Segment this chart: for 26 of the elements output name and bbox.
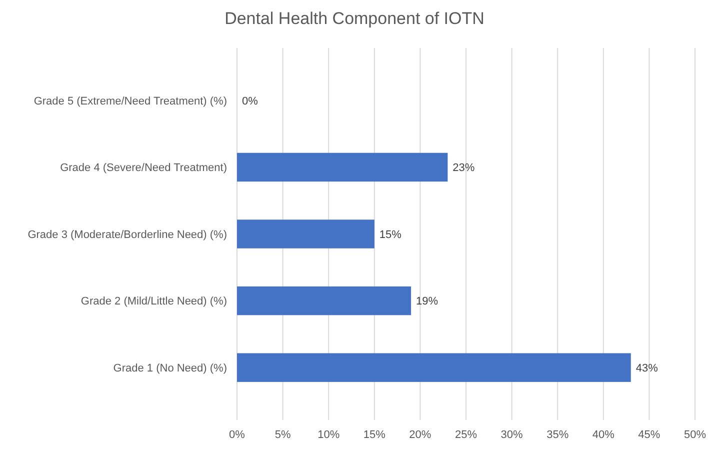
data-label: 15% [379, 228, 402, 241]
y-tick-label: Grade 1 (No Need) (%) [113, 362, 227, 374]
x-tick-label: 5% [274, 429, 291, 441]
y-tick-label: Grade 2 (Mild/Little Need) (%) [80, 296, 227, 308]
x-tick-label: 30% [500, 429, 524, 441]
bar [237, 152, 448, 182]
bar [237, 353, 631, 382]
x-tick-label: 25% [454, 429, 478, 441]
bar [237, 220, 374, 248]
bar [237, 286, 412, 316]
y-tick-label: Grade 5 (Extreme/Need Treatment) (%) [34, 95, 227, 108]
data-label: 43% [636, 362, 658, 374]
y-tick-label: Grade 3 (Moderate/Borderline Need) (%) [28, 228, 227, 241]
x-tick-label: 0% [229, 429, 246, 441]
x-tick-label: 10% [318, 429, 340, 441]
x-tick-label: 50% [684, 429, 706, 441]
x-tick-label: 20% [409, 429, 432, 441]
x-tick-label: 15% [363, 429, 386, 441]
x-tick-label: 45% [638, 429, 660, 441]
y-tick-label: Grade 4 (Severe/Need Treatment) [60, 162, 227, 174]
data-label: 23% [452, 162, 475, 174]
chart-title: Dental Health Component of IOTN [224, 9, 484, 28]
x-tick-label: 40% [592, 429, 615, 441]
x-tick-label: 35% [546, 429, 569, 441]
data-label: 0% [242, 95, 258, 108]
data-label: 19% [416, 296, 438, 308]
